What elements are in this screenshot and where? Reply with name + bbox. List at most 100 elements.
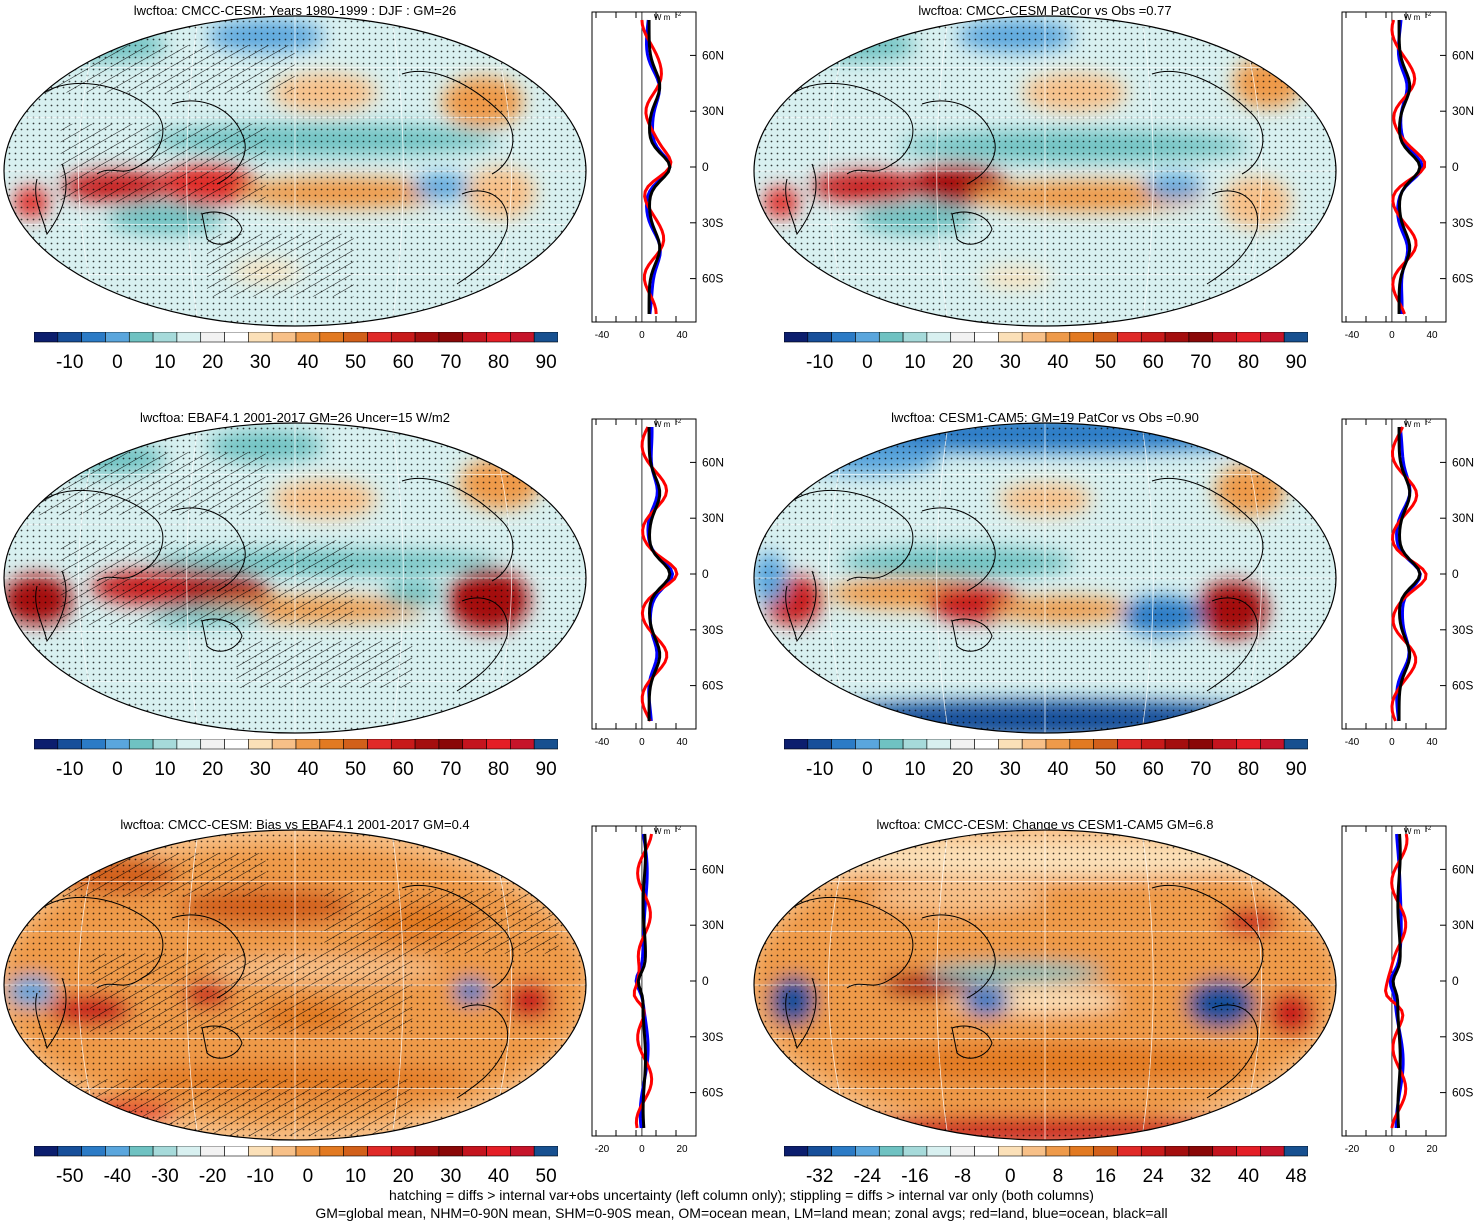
colorbar-tick-label: 30 — [1000, 352, 1021, 373]
coastline — [791, 896, 914, 989]
zonal-x-tick-label: 0 — [639, 330, 645, 341]
colorbar-swatch — [878, 332, 904, 343]
latitude-tick-label: 30S — [702, 1030, 723, 1044]
colorbar-swatch — [438, 1146, 464, 1157]
panel-title: lwcftoa: EBAF4.1 2001-2017 GM=26 Uncer=1… — [140, 410, 450, 425]
colorbar-swatch — [105, 1146, 130, 1157]
colorbar-swatch — [57, 739, 82, 750]
colorbar-tick-label: 48 — [1286, 1166, 1307, 1187]
coastline — [921, 914, 996, 999]
colorbar-swatch — [1164, 332, 1190, 343]
colorbar-swatch — [486, 739, 511, 750]
zonal-mean-plot: 60N 30N 0 30S 60S -20 0 20 W m -2 — [1341, 825, 1474, 1155]
colorbar-tick-label: 0 — [112, 352, 123, 373]
zonal-curve-ocean — [645, 19, 672, 315]
colorbar-swatch — [1260, 1146, 1285, 1157]
zonal-x-tick-label: 20 — [676, 1144, 688, 1155]
colorbar-swatch — [1212, 739, 1237, 750]
zonal-curve-all — [1397, 19, 1422, 315]
colorbar-tick-label: 0 — [112, 759, 123, 780]
latitude-tick-label: 60N — [1452, 455, 1474, 469]
colorbar-swatch — [1140, 1146, 1166, 1157]
colorbar-swatch — [57, 1146, 82, 1157]
colorbar-swatch — [1021, 332, 1047, 343]
colorbar-swatch — [855, 1146, 880, 1157]
map-panel: lwcftoa: CMCC-CESM: Years 1980-1999 : DJ… — [0, 0, 740, 407]
colorbar-swatch — [57, 332, 82, 343]
latitude-tick-label: 60S — [1452, 272, 1473, 286]
colorbar-tick-label: 20 — [952, 352, 973, 373]
zonal-mean-plot: 60N 30N 0 30S 60S -40 0 40 W m -2 — [1341, 11, 1474, 341]
colorbar-swatch — [462, 739, 487, 750]
coastline — [791, 489, 914, 582]
colorbar-swatch — [1093, 332, 1118, 343]
coastline — [951, 1025, 993, 1059]
colorbar-swatch — [343, 332, 368, 343]
latitude-tick-label: 60N — [1452, 862, 1474, 876]
robinson-map — [3, 422, 587, 734]
colorbar-swatch — [319, 739, 344, 750]
colorbar-swatch — [295, 739, 321, 750]
colorbar-swatch — [367, 739, 392, 750]
coastline — [41, 896, 164, 989]
latitude-tick-label: 30S — [1452, 216, 1473, 230]
coastline — [921, 100, 996, 185]
latitude-tick-label: 60S — [1452, 1086, 1473, 1100]
colorbar-swatch — [902, 1146, 928, 1157]
latitude-tick-label: 30S — [1452, 1030, 1473, 1044]
latitude-tick-label: 60S — [702, 272, 723, 286]
colorbar-swatch — [438, 332, 464, 343]
colorbar-swatch — [1188, 332, 1214, 343]
colorbar-tick-label: 50 — [536, 1166, 557, 1187]
coastline — [785, 977, 817, 1050]
colorbar-swatch — [486, 332, 511, 343]
colorbar: -10 0 10 20 30 40 50 60 70 80 90 — [34, 739, 558, 780]
units-label: W m — [654, 420, 671, 429]
colorbar-swatch — [974, 1146, 999, 1157]
colorbar-swatch — [878, 739, 904, 750]
colorbar-tick-label: 24 — [1143, 1166, 1165, 1187]
colorbar-swatch — [1140, 739, 1166, 750]
colorbar-swatch — [128, 1146, 154, 1157]
colorbar-swatch — [998, 739, 1023, 750]
zonal-curve-all — [647, 19, 672, 315]
units-exponent: -2 — [1426, 826, 1432, 832]
map-panel: lwcftoa: CESM1-CAM5: GM=19 PatCor vs Obs… — [750, 407, 1483, 814]
colorbar-swatch — [367, 1146, 392, 1157]
colorbar-tick-label: 40 — [1047, 352, 1068, 373]
colorbar-swatch — [200, 332, 225, 343]
latitude-tick-label: 30N — [1452, 511, 1474, 525]
colorbar-tick-label: 60 — [393, 759, 414, 780]
colorbar-swatch — [974, 739, 999, 750]
colorbar-swatch — [271, 332, 297, 343]
colorbar-swatch — [1093, 1146, 1118, 1157]
colorbar-swatch — [152, 332, 178, 343]
colorbar-swatch — [831, 739, 856, 750]
coastline — [785, 163, 817, 236]
colorbar-swatch — [1283, 332, 1308, 343]
robinson-map — [753, 422, 1337, 734]
colorbar-swatch — [152, 739, 178, 750]
colorbar-tick-label: 70 — [1190, 352, 1211, 373]
colorbar-swatch — [926, 332, 952, 343]
colorbar-swatch — [902, 739, 928, 750]
zonal-curve-all — [647, 426, 672, 722]
colorbar-tick-label: -10 — [806, 759, 833, 780]
colorbar-swatch — [1188, 739, 1214, 750]
colorbar-swatch — [1045, 739, 1071, 750]
coastline — [35, 163, 67, 236]
colorbar-swatch — [414, 1146, 440, 1157]
latitude-tick-label: 0 — [1452, 974, 1459, 988]
colorbar-swatch — [1021, 1146, 1047, 1157]
coastline — [1151, 477, 1264, 582]
panel-title: lwcftoa: CMCC-CESM: Bias vs EBAF4.1 2001… — [120, 817, 470, 832]
zonal-curve-all — [636, 833, 647, 1129]
coastline — [921, 507, 996, 592]
colorbar-tick-label: 10 — [345, 1166, 366, 1187]
colorbar-swatch — [998, 332, 1023, 343]
latitude-tick-label: 30S — [1452, 623, 1473, 637]
coastline — [1206, 190, 1259, 285]
coastline — [35, 570, 67, 643]
colorbar-swatch — [855, 332, 880, 343]
colorbar-swatch — [1069, 1146, 1094, 1157]
